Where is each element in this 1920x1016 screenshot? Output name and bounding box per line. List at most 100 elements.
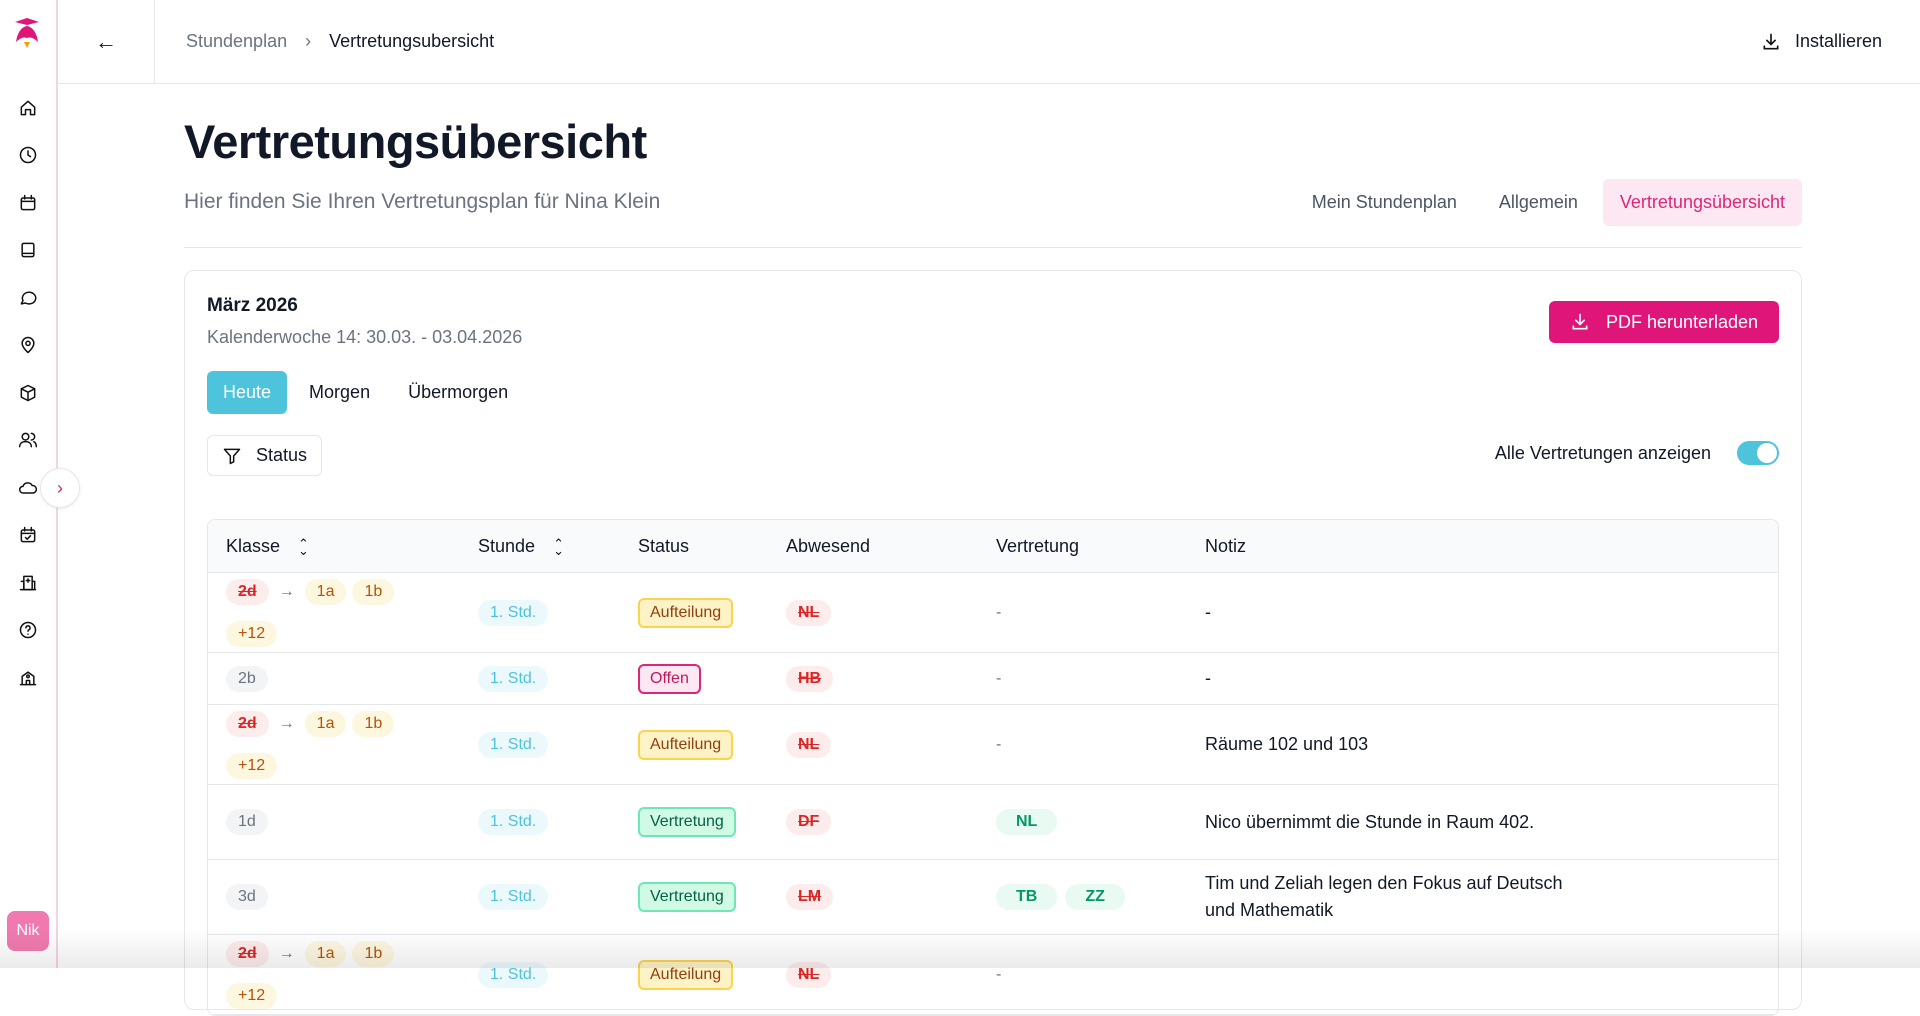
cell-klasse: 3d: [226, 860, 456, 934]
substitute: TB: [996, 884, 1057, 910]
column-header: Notiz: [1205, 520, 1246, 573]
avatar[interactable]: Nik: [7, 911, 49, 951]
sidebar-item-help[interactable]: [0, 607, 56, 655]
location-icon: [18, 335, 38, 355]
cell-notiz: -: [1205, 653, 1565, 704]
class-to: 1a: [305, 941, 347, 967]
class: 2b: [226, 666, 268, 692]
cell-vertretung: -: [996, 935, 1001, 1014]
back-button[interactable]: ←: [58, 0, 155, 83]
pdf-label: PDF herunterladen: [1606, 312, 1758, 333]
cell-status: Aufteilung: [638, 705, 733, 784]
arrow-right-icon: →: [279, 583, 295, 601]
empty-value: -: [996, 604, 1001, 622]
cell-notiz: [1205, 935, 1565, 1014]
sidebar-item-school[interactable]: [0, 654, 56, 702]
app-logo[interactable]: [12, 16, 42, 52]
substitute: NL: [996, 809, 1057, 835]
absent-teacher: NL: [786, 962, 831, 988]
sidebar-item-calendar-check[interactable]: [0, 512, 56, 560]
cell-stunde: 1. Std.: [478, 653, 548, 704]
column-header-label: Vertretung: [996, 536, 1079, 557]
table-row: 2b 1. Std. Offen HB - -: [208, 653, 1778, 705]
sidebar-item-clock[interactable]: [0, 132, 56, 180]
sidebar-item-home[interactable]: [0, 84, 56, 132]
cell-status: Aufteilung: [638, 935, 733, 1014]
class: 1d: [226, 809, 268, 835]
page-tab[interactable]: Mein Stundenplan: [1295, 179, 1474, 226]
cell-notiz: -: [1205, 573, 1565, 652]
expand-sidebar-button[interactable]: ›: [40, 468, 80, 508]
chat-icon: [18, 288, 38, 308]
chevron-right-icon: ›: [305, 31, 311, 52]
sidebar-item-chat[interactable]: [0, 274, 56, 322]
column-header: Vertretung: [996, 520, 1079, 573]
page-tab[interactable]: Allgemein: [1482, 179, 1595, 226]
cell-notiz: Nico übernimmt die Stunde in Raum 402.: [1205, 785, 1565, 859]
cell-stunde: 1. Std.: [478, 705, 548, 784]
column-header-label: Abwesend: [786, 536, 870, 557]
sort-icon[interactable]: ⌃⌄: [553, 540, 564, 554]
users-icon: [18, 430, 38, 450]
sidebar-item-package[interactable]: [0, 369, 56, 417]
calendar-check-icon: [18, 525, 38, 545]
show-all-toggle-group: Alle Vertretungen anzeigen: [1495, 441, 1779, 465]
note: -: [1205, 599, 1211, 626]
cell-stunde: 1. Std.: [478, 573, 548, 652]
day-tab[interactable]: Heute: [207, 371, 287, 414]
status-filter-button[interactable]: Status: [207, 435, 322, 476]
table-row: 1d 1. Std. Vertretung DF NL Nico übernim…: [208, 785, 1778, 860]
lesson: 1. Std.: [478, 962, 548, 988]
day-tab[interactable]: Morgen: [293, 371, 386, 414]
sidebar-item-location[interactable]: [0, 322, 56, 370]
cell-vertretung: TB ZZ: [996, 860, 1125, 934]
absent-teacher: DF: [786, 809, 831, 835]
column-header-label: Stunde: [478, 536, 535, 557]
cell-abwesend: NL: [786, 573, 831, 652]
cell-stunde: 1. Std.: [478, 785, 548, 859]
page-title: Vertretungsübersicht: [184, 114, 647, 169]
calendar-icon: [18, 193, 38, 213]
arrow-right-icon: →: [279, 945, 295, 963]
show-all-toggle[interactable]: [1737, 441, 1779, 465]
divider: [184, 247, 1802, 248]
column-header: Abwesend: [786, 520, 870, 573]
substitute: ZZ: [1065, 884, 1125, 910]
package-icon: [18, 383, 38, 403]
lesson: 1. Std.: [478, 600, 548, 626]
sort-icon[interactable]: ⌃⌄: [298, 540, 309, 554]
day-tab[interactable]: Übermorgen: [392, 371, 524, 414]
cell-vertretung: NL: [996, 785, 1057, 859]
note: Tim und Zeliah legen den Fokus auf Deuts…: [1205, 870, 1565, 924]
more-classes[interactable]: +12: [226, 983, 277, 1009]
sidebar-item-users[interactable]: [0, 417, 56, 465]
sidebar-item-book[interactable]: [0, 227, 56, 275]
page-tab[interactable]: Vertretungsübersicht: [1603, 179, 1802, 226]
arrow-right-icon: →: [279, 715, 295, 733]
install-button[interactable]: Installieren: [1761, 0, 1882, 83]
column-header-label: Notiz: [1205, 536, 1246, 557]
class-from: 2d: [226, 579, 269, 605]
breadcrumb: Stundenplan › Vertretungsubersicht: [186, 0, 494, 83]
hospital-icon: [18, 573, 38, 593]
more-classes[interactable]: +12: [226, 753, 277, 779]
pdf-download-button[interactable]: PDF herunterladen: [1549, 301, 1779, 343]
filter-label: Status: [256, 445, 307, 466]
more-classes[interactable]: +12: [226, 621, 277, 647]
breadcrumb-stundenplan[interactable]: Stundenplan: [186, 31, 287, 52]
sidebar-item-hospital[interactable]: [0, 559, 56, 607]
class: 3d: [226, 884, 268, 910]
class-from: 2d: [226, 941, 269, 967]
download-icon: [1570, 312, 1590, 332]
cell-status: Vertretung: [638, 860, 736, 934]
lesson: 1. Std.: [478, 884, 548, 910]
column-header: Status: [638, 520, 689, 573]
lesson: 1. Std.: [478, 666, 548, 692]
lesson: 1. Std.: [478, 732, 548, 758]
cell-abwesend: NL: [786, 705, 831, 784]
sidebar-item-calendar[interactable]: [0, 179, 56, 227]
